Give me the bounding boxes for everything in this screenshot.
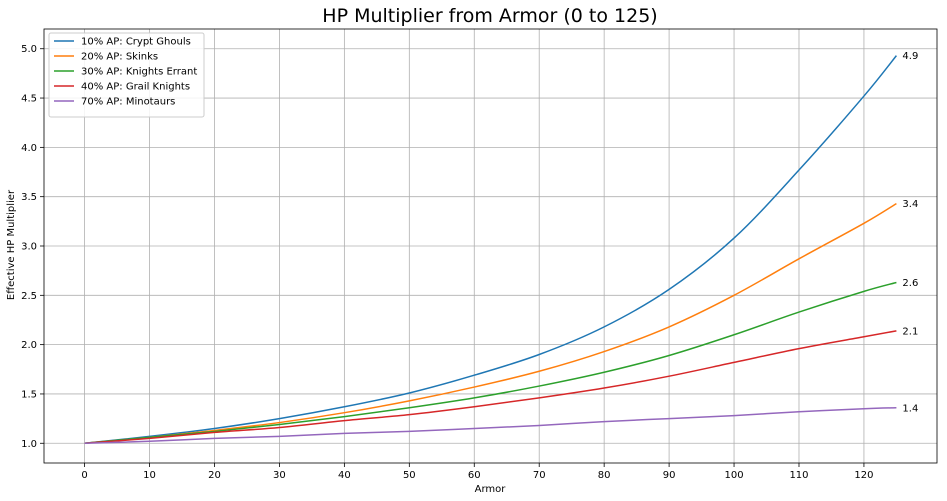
legend-entry: 10% AP: Crypt Ghouls bbox=[81, 37, 191, 48]
x-tick-label: 80 bbox=[598, 470, 611, 481]
y-tick-label: 4.0 bbox=[21, 143, 37, 154]
x-tick-label: 90 bbox=[663, 470, 676, 481]
end-value-label: 4.9 bbox=[902, 51, 918, 62]
y-tick-label: 1.0 bbox=[21, 439, 37, 450]
x-axis-label: Armor bbox=[475, 484, 507, 495]
end-value-label: 2.1 bbox=[902, 326, 918, 337]
x-tick-label: 70 bbox=[533, 470, 546, 481]
legend-entry: 30% AP: Knights Errant bbox=[81, 67, 197, 78]
x-tick-label: 110 bbox=[789, 470, 808, 481]
series-line bbox=[84, 330, 897, 445]
grid bbox=[44, 29, 937, 463]
series-line bbox=[84, 202, 897, 445]
x-axis-ticks: 0 10 20 30 40 50 60 70 80 90 100 110 120 bbox=[81, 463, 873, 481]
x-tick-label: 120 bbox=[854, 470, 873, 481]
y-axis-label: Effective HP Multiplier bbox=[6, 189, 17, 300]
x-tick-label: 30 bbox=[273, 470, 286, 481]
x-tick-label: 60 bbox=[468, 470, 481, 481]
legend-box bbox=[48, 32, 205, 118]
series-line bbox=[84, 407, 897, 445]
x-tick-label: 0 bbox=[81, 470, 87, 481]
end-value-label: 2.6 bbox=[902, 278, 918, 289]
x-tick-label: 100 bbox=[724, 470, 743, 481]
x-tick-label: 40 bbox=[338, 470, 351, 481]
end-value-label: 3.4 bbox=[902, 199, 918, 210]
y-tick-label: 3.5 bbox=[21, 192, 37, 203]
series-lines bbox=[84, 55, 897, 445]
end-labels: 4.9 3.4 2.6 2.1 1.4 bbox=[902, 51, 918, 414]
series-line bbox=[84, 281, 897, 445]
y-tick-label: 1.5 bbox=[21, 389, 37, 400]
legend-entry: 70% AP: Minotaurs bbox=[81, 97, 175, 108]
legend-entry: 20% AP: Skinks bbox=[81, 52, 158, 63]
y-tick-label: 3.0 bbox=[21, 242, 37, 253]
x-tick-label: 20 bbox=[208, 470, 221, 481]
end-value-label: 1.4 bbox=[902, 403, 918, 414]
chart-title: HP Multiplier from Armor (0 to 125) bbox=[322, 5, 657, 27]
y-tick-label: 4.5 bbox=[21, 94, 37, 105]
x-tick-label: 50 bbox=[403, 470, 416, 481]
y-tick-label: 2.0 bbox=[21, 340, 37, 351]
y-axis-ticks: 1.0 1.5 2.0 2.5 3.0 3.5 4.0 4.5 5.0 bbox=[21, 44, 44, 450]
x-tick-label: 10 bbox=[143, 470, 156, 481]
y-tick-label: 2.5 bbox=[21, 291, 37, 302]
legend-entry: 40% AP: Grail Knights bbox=[81, 82, 190, 93]
series-line bbox=[84, 55, 897, 445]
y-tick-label: 5.0 bbox=[21, 44, 37, 55]
legend: 10% AP: Crypt Ghouls 20% AP: Skinks 30% AP… bbox=[48, 32, 205, 118]
